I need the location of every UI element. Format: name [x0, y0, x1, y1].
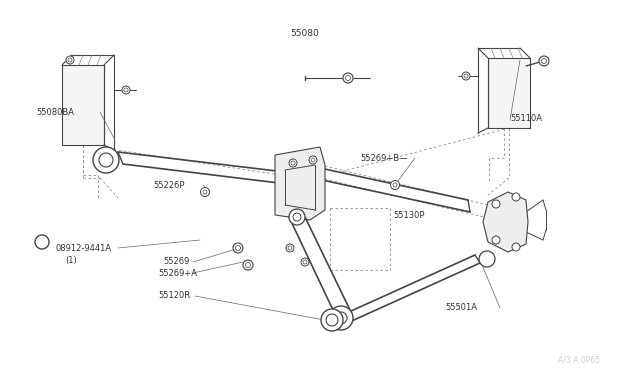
Text: 55269: 55269 [163, 257, 189, 266]
Text: 55080BA: 55080BA [36, 108, 74, 116]
Circle shape [203, 190, 207, 194]
Circle shape [346, 76, 351, 80]
Text: 55269+B—: 55269+B— [360, 154, 408, 163]
Circle shape [289, 159, 297, 167]
Text: (1): (1) [65, 256, 77, 264]
Circle shape [541, 58, 547, 64]
Text: 55110A: 55110A [510, 113, 542, 122]
Circle shape [492, 200, 500, 208]
Text: A/3 A 0P65: A/3 A 0P65 [558, 356, 600, 365]
Text: 55130P: 55130P [393, 211, 424, 219]
Circle shape [291, 161, 295, 165]
Circle shape [479, 251, 495, 267]
Circle shape [462, 72, 470, 80]
Circle shape [329, 306, 353, 330]
Text: 08912-9441A: 08912-9441A [55, 244, 111, 253]
Circle shape [512, 193, 520, 201]
Circle shape [303, 260, 307, 264]
Circle shape [390, 180, 399, 189]
Text: Ⓝ: Ⓝ [40, 238, 45, 247]
Circle shape [539, 56, 549, 66]
Circle shape [301, 258, 309, 266]
Circle shape [492, 236, 500, 244]
Circle shape [293, 213, 301, 221]
Circle shape [124, 88, 128, 92]
Polygon shape [488, 58, 530, 128]
Circle shape [512, 243, 520, 251]
Circle shape [68, 58, 72, 62]
Circle shape [335, 312, 347, 324]
Polygon shape [275, 147, 325, 220]
Text: 55269+A: 55269+A [158, 269, 197, 278]
Circle shape [289, 209, 305, 225]
Circle shape [343, 73, 353, 83]
Circle shape [236, 246, 241, 250]
Circle shape [99, 153, 113, 167]
Circle shape [66, 56, 74, 64]
Polygon shape [62, 65, 104, 145]
Circle shape [122, 86, 130, 94]
Text: 55080: 55080 [290, 29, 319, 38]
Text: 55120R: 55120R [158, 292, 190, 301]
Circle shape [233, 243, 243, 253]
Circle shape [464, 74, 468, 78]
Circle shape [243, 260, 253, 270]
Text: 55226P: 55226P [153, 180, 184, 189]
Circle shape [35, 235, 49, 249]
Circle shape [286, 244, 294, 252]
Circle shape [326, 314, 338, 326]
Circle shape [93, 147, 119, 173]
Polygon shape [483, 192, 528, 252]
Text: 55501A: 55501A [445, 304, 477, 312]
Circle shape [393, 183, 397, 187]
Circle shape [311, 158, 315, 162]
Circle shape [309, 156, 317, 164]
Circle shape [246, 263, 250, 267]
Circle shape [288, 246, 292, 250]
Circle shape [321, 309, 343, 331]
Circle shape [200, 187, 209, 196]
